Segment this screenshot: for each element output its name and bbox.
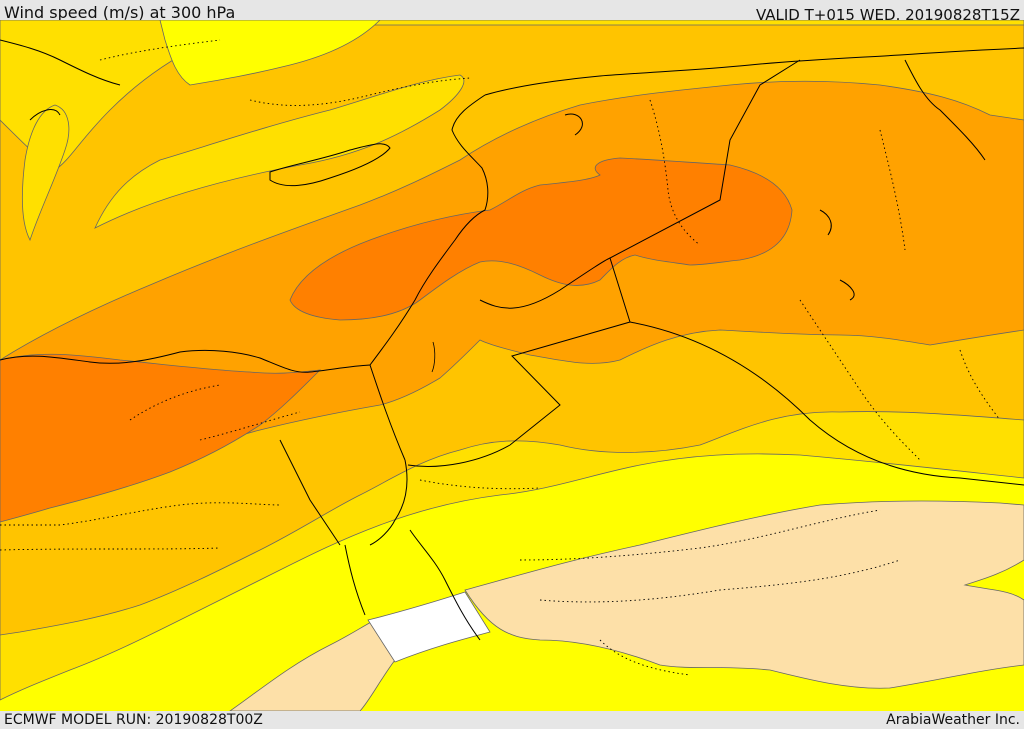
valid-time: VALID T+015 WED. 20190828T15Z xyxy=(755,6,1020,24)
national-borders xyxy=(369,59,1024,546)
credit-text: ArabiaWeather Inc. xyxy=(886,712,1020,728)
model-run: ECMWF MODEL RUN: 20190828T00Z xyxy=(4,712,263,728)
wind-jet-core-west xyxy=(0,353,322,523)
wind-band-white-calm xyxy=(367,591,491,663)
coastlines xyxy=(0,39,1024,641)
wind-speed-map[interactable] xyxy=(0,20,1024,711)
header-bar xyxy=(0,0,1024,20)
wind-band-yellow-northwest xyxy=(159,20,381,86)
wind-jet-core-north xyxy=(289,157,793,321)
province-borders xyxy=(0,39,1001,676)
wind-band-light-yellow-north xyxy=(94,74,465,229)
footer-bar xyxy=(0,711,1024,729)
map-title: Wind speed (m/s) at 300 hPa xyxy=(4,3,236,22)
lake xyxy=(431,341,436,373)
wind-band-light-yellow-west xyxy=(21,104,70,242)
wind-band-tan-southeast xyxy=(464,500,1024,689)
wind-band-tan-southwest xyxy=(229,619,396,711)
